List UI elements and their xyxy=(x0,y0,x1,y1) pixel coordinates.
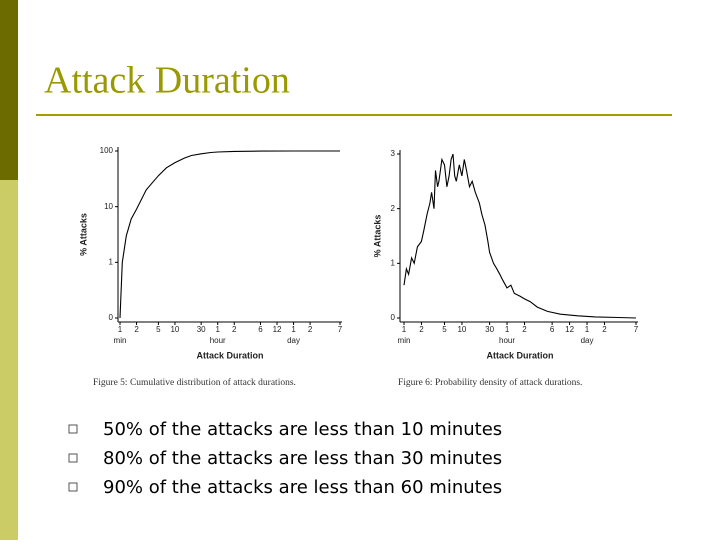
y-tick-label: 3 xyxy=(391,149,396,158)
bullet-text: 50% of the attacks are less than 10 minu… xyxy=(103,419,502,440)
x-tick-label: 1 xyxy=(215,325,220,334)
y-tick-label: 100 xyxy=(100,146,114,155)
x-tick-label: 12 xyxy=(273,325,282,334)
x-axis-label: Attack Duration xyxy=(196,350,263,360)
x-unit-label: day xyxy=(581,336,594,345)
x-tick-label: 1 xyxy=(585,325,590,334)
bullet-marker xyxy=(68,482,78,492)
x-tick-label: 30 xyxy=(485,325,494,334)
y-tick-label: 1 xyxy=(391,258,396,267)
x-tick-label: 2 xyxy=(134,325,139,334)
x-tick-label: 1 xyxy=(505,325,510,334)
bullet-text: 80% of the attacks are less than 30 minu… xyxy=(103,448,502,469)
side-bar-light xyxy=(0,180,18,540)
bullet-marker xyxy=(68,424,78,434)
x-tick-label: 10 xyxy=(457,325,466,334)
x-tick-label: 1 xyxy=(291,325,296,334)
x-tick-label: 30 xyxy=(197,325,206,334)
slide-title: Attack Duration xyxy=(44,60,290,102)
x-unit-label: min xyxy=(398,336,411,345)
x-unit-label: min xyxy=(114,336,127,345)
y-tick-label: 10 xyxy=(104,202,113,211)
y-axis-label: % Attacks xyxy=(372,215,382,258)
x-tick-label: 7 xyxy=(634,325,639,334)
figure-caption: Figure 6: Probability density of attack … xyxy=(398,377,582,388)
x-tick-label: 2 xyxy=(308,325,313,334)
x-tick-label: 1 xyxy=(118,325,123,334)
figure-caption: Figure 5: Cumulative distribution of att… xyxy=(93,377,296,388)
x-unit-label: day xyxy=(287,336,300,345)
y-tick-label: 0 xyxy=(109,313,114,322)
bullet-marker xyxy=(68,453,78,463)
y-tick-label: 1 xyxy=(109,257,114,266)
data-line xyxy=(119,150,340,319)
y-tick-label: 0 xyxy=(391,313,396,322)
side-bar-dark xyxy=(0,0,18,180)
x-axis-label: Attack Duration xyxy=(486,350,553,360)
x-unit-label: hour xyxy=(210,336,226,345)
x-tick-label: 7 xyxy=(338,325,343,334)
x-tick-label: 2 xyxy=(522,325,527,334)
x-tick-label: 2 xyxy=(602,325,607,334)
x-tick-label: 12 xyxy=(565,325,574,334)
bullet-text: 90% of the attacks are less than 60 minu… xyxy=(103,477,502,498)
x-tick-label: 5 xyxy=(156,325,161,334)
data-line xyxy=(403,153,637,319)
x-tick-label: 6 xyxy=(550,325,555,334)
x-tick-label: 2 xyxy=(232,325,237,334)
y-tick-label: 2 xyxy=(391,204,396,213)
x-tick-label: 6 xyxy=(258,325,263,334)
bullet-list: 50% of the attacks are less than 10 minu… xyxy=(68,419,502,498)
x-tick-label: 1 xyxy=(402,325,407,334)
y-axis-label: % Attacks xyxy=(78,213,88,256)
x-tick-label: 2 xyxy=(419,325,424,334)
x-tick-label: 5 xyxy=(442,325,447,334)
x-unit-label: hour xyxy=(499,336,515,345)
x-tick-label: 10 xyxy=(170,325,179,334)
